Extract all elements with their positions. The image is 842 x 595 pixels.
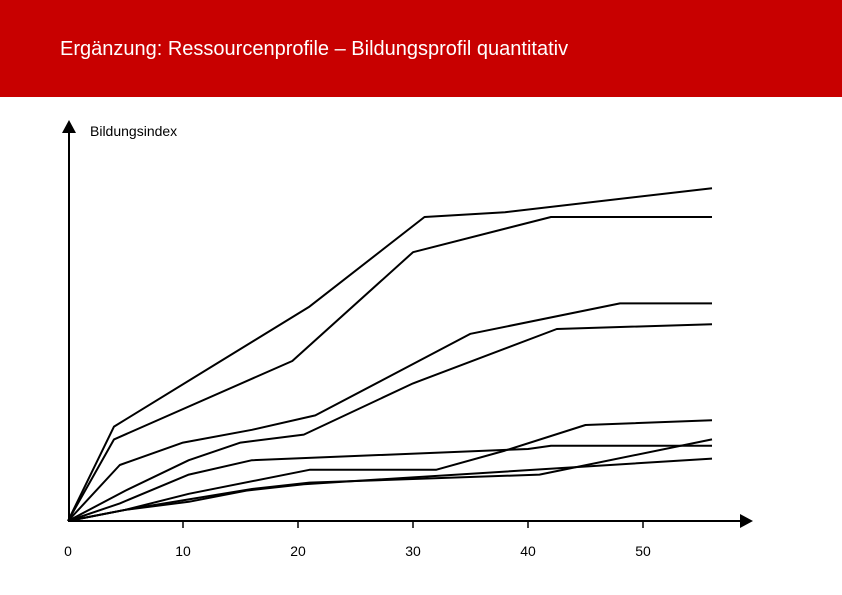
series-line-8 [67, 457, 713, 522]
x-tick-label: 20 [290, 543, 306, 559]
chart-axes [62, 120, 753, 528]
header-bar: Ergänzung: Ressourcenprofile – Bildungsp… [0, 0, 842, 97]
x-tick-label: 0 [64, 543, 72, 559]
y-axis-arrow [62, 120, 76, 133]
x-tick-label: 30 [405, 543, 421, 559]
x-tick-label: 40 [520, 543, 536, 559]
y-axis-label: Bildungsindex [90, 123, 178, 139]
series-line-1 [67, 187, 713, 522]
series-layer [67, 187, 713, 522]
series-line-7 [67, 438, 713, 522]
series-line-3 [67, 302, 712, 522]
x-tick-label: 10 [175, 543, 191, 559]
series-line-4 [67, 323, 713, 522]
page-title: Ergänzung: Ressourcenprofile – Bildungsp… [60, 38, 569, 60]
x-axis-arrow [740, 514, 753, 528]
x-tick-label: 50 [635, 543, 651, 559]
series-line-2 [67, 216, 712, 522]
series-line-5 [67, 444, 712, 522]
series-line-6 [67, 419, 713, 522]
x-ticks [182, 521, 644, 528]
